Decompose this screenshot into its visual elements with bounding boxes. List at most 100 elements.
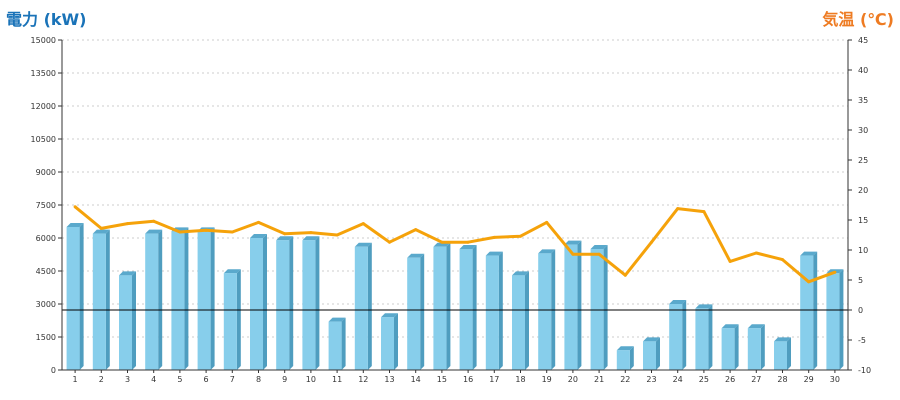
right-axis-tick-label: 30	[858, 126, 868, 135]
bar	[800, 251, 818, 370]
x-axis-tick-label: 27	[751, 375, 761, 384]
bar-side	[341, 317, 346, 370]
bar-front	[92, 233, 106, 370]
temperature-point	[257, 220, 260, 224]
bar-side	[708, 304, 713, 370]
bar-side	[420, 253, 425, 370]
bar-side	[603, 245, 608, 370]
bar	[223, 269, 241, 370]
bar	[459, 245, 477, 370]
temperature-point	[99, 226, 103, 230]
bar-front	[433, 246, 447, 370]
bar-top	[250, 234, 267, 238]
bar-top	[564, 240, 582, 245]
temperature-point	[807, 280, 811, 284]
temperature-point	[650, 240, 653, 244]
bar	[197, 227, 215, 370]
left-axis-tick-label: 12000	[31, 102, 56, 111]
temperature-point	[466, 240, 470, 244]
bar-front	[564, 244, 578, 370]
grid-layer	[62, 39, 848, 338]
bar-top	[381, 313, 398, 318]
bar-front	[119, 275, 132, 370]
bar-side	[79, 223, 84, 370]
bar-side	[682, 300, 687, 370]
bar-top	[616, 346, 634, 351]
bar	[538, 249, 556, 370]
bar	[564, 240, 582, 370]
bar-top	[721, 324, 739, 329]
bar	[171, 227, 189, 370]
bar-front	[512, 275, 525, 370]
bar-front	[669, 304, 683, 370]
temperature-point	[283, 232, 287, 236]
bar-side	[656, 337, 660, 370]
bar-top	[66, 223, 84, 227]
bar-top	[407, 253, 425, 258]
bar-top	[512, 271, 529, 276]
x-axis-tick-label: 4	[151, 375, 156, 384]
bar-front	[250, 238, 263, 370]
left-axis-tick-label: 9000	[36, 168, 56, 177]
temperature-point	[571, 252, 575, 256]
bar-top	[485, 251, 503, 256]
temperature-point	[309, 231, 313, 235]
x-axis-tick-label: 6	[204, 375, 209, 384]
bar-front	[328, 321, 342, 370]
bar	[695, 304, 713, 370]
bar-top	[276, 236, 294, 241]
temperature-point	[519, 234, 522, 238]
x-axis-tick-label: 29	[804, 375, 814, 384]
bar	[590, 245, 608, 370]
bar	[119, 271, 136, 370]
bar-top	[590, 245, 608, 249]
temperature-point	[335, 233, 339, 237]
bar-front	[302, 240, 316, 370]
x-axis-tick-label: 18	[515, 375, 525, 384]
x-axis-tick-label: 9	[282, 375, 287, 384]
bar-side	[525, 271, 529, 370]
left-axis-tick-label: 10500	[31, 135, 56, 144]
x-axis-tick-label: 22	[620, 375, 630, 384]
temperature-point	[728, 259, 732, 263]
bar-front	[774, 341, 787, 370]
x-axis-tick-label: 20	[568, 375, 578, 384]
right-axis-tick-label: 35	[858, 96, 868, 105]
bar-front	[695, 308, 709, 370]
bar-side	[394, 313, 398, 370]
bar-side	[210, 227, 215, 370]
bar-top	[538, 249, 556, 254]
bar	[381, 313, 398, 370]
temperature-point	[73, 205, 77, 209]
x-axis-tick-label: 21	[594, 375, 604, 384]
temperature-point	[388, 240, 391, 244]
temperature-point	[833, 270, 837, 274]
bar-side	[813, 251, 818, 370]
right-axis-tick-label: 10	[858, 246, 868, 255]
x-axis-tick-label: 15	[437, 375, 447, 384]
bar-side	[787, 337, 791, 370]
bar-side	[734, 324, 739, 370]
temperature-point	[178, 230, 182, 234]
bar-front	[145, 233, 159, 370]
temperature-point	[230, 230, 234, 234]
bar-front	[171, 231, 185, 370]
bar	[669, 300, 687, 370]
bar-front	[66, 227, 80, 370]
x-axis-tick-label: 11	[332, 375, 342, 384]
bar	[92, 229, 110, 370]
left-axis-tick-label: 15000	[31, 36, 56, 45]
bar-front	[276, 240, 290, 370]
bars-layer	[66, 223, 844, 370]
x-axis-tick-label: 12	[358, 375, 368, 384]
temperature-point	[781, 258, 784, 262]
bar-side	[263, 234, 267, 370]
temperature-point	[204, 228, 208, 232]
bar	[774, 337, 791, 370]
bar-front	[747, 328, 761, 370]
temperature-line	[74, 205, 836, 284]
x-axis-tick-label: 19	[542, 375, 552, 384]
bar-top	[302, 236, 320, 241]
x-axis-tick-label: 25	[699, 375, 709, 384]
